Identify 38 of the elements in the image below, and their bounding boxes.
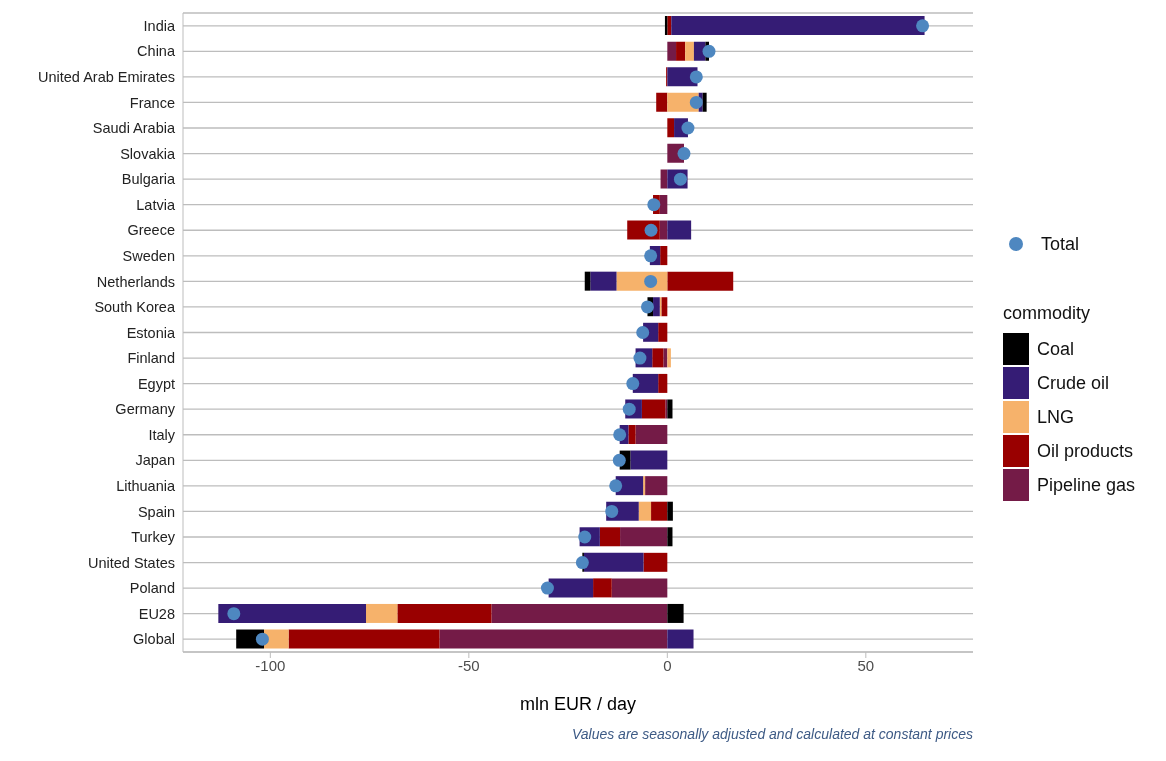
y-tick-label: South Korea bbox=[94, 299, 176, 316]
y-tick-label: Sweden bbox=[122, 247, 175, 264]
y-tick-label: Slovakia bbox=[120, 145, 176, 162]
legend-label: Crude oil bbox=[1037, 372, 1110, 394]
y-tick-label: China bbox=[137, 43, 176, 60]
y-tick-label: France bbox=[129, 94, 175, 111]
legend-title: commodity bbox=[1003, 303, 1092, 324]
legend-label: Oil products bbox=[1037, 440, 1134, 462]
y-tick-label: Egypt bbox=[137, 375, 175, 392]
y-tick-label: Poland bbox=[129, 580, 175, 597]
y-tick-label: Finland bbox=[127, 350, 175, 367]
legend-label: Pipeline gas bbox=[1037, 474, 1136, 496]
y-tick-label: Italy bbox=[148, 426, 176, 443]
text: Values are seasonally adjusted and calculated at constant prices bbox=[571, 726, 973, 742]
y-tick-label: United Arab Emirates bbox=[37, 69, 175, 86]
y-tick-label: Japan bbox=[135, 452, 175, 469]
legend-label: Coal bbox=[1037, 338, 1075, 360]
y-tick-label: Turkey bbox=[131, 529, 176, 546]
y-tick-label: Bulgaria bbox=[121, 171, 176, 188]
x-tick-label: -50 bbox=[457, 656, 480, 674]
y-tick-label: Netherlands bbox=[96, 273, 175, 290]
y-tick-label: EU28 bbox=[138, 605, 175, 622]
y-tick-label: Saudi Arabia bbox=[92, 120, 176, 137]
y-tick-label: Spain bbox=[137, 503, 175, 520]
y-tick-label: Latvia bbox=[136, 196, 176, 213]
x-tick-label: 50 bbox=[857, 656, 875, 674]
x-axis-title: mln EUR / day bbox=[519, 694, 637, 714]
y-tick-label: Greece bbox=[127, 222, 175, 239]
y-tick-label: United States bbox=[87, 554, 175, 571]
x-tick-label: -100 bbox=[255, 656, 286, 674]
legend-label: Total bbox=[1041, 233, 1080, 255]
y-tick-label: India bbox=[143, 17, 176, 34]
y-tick-label: Global bbox=[133, 631, 175, 648]
y-tick-label: Estonia bbox=[126, 324, 176, 341]
x-tick-label: 0 bbox=[663, 656, 672, 674]
legend-label: LNG bbox=[1037, 406, 1075, 428]
y-tick-label: Lithuania bbox=[116, 478, 176, 495]
y-tick-label: Germany bbox=[115, 401, 176, 418]
